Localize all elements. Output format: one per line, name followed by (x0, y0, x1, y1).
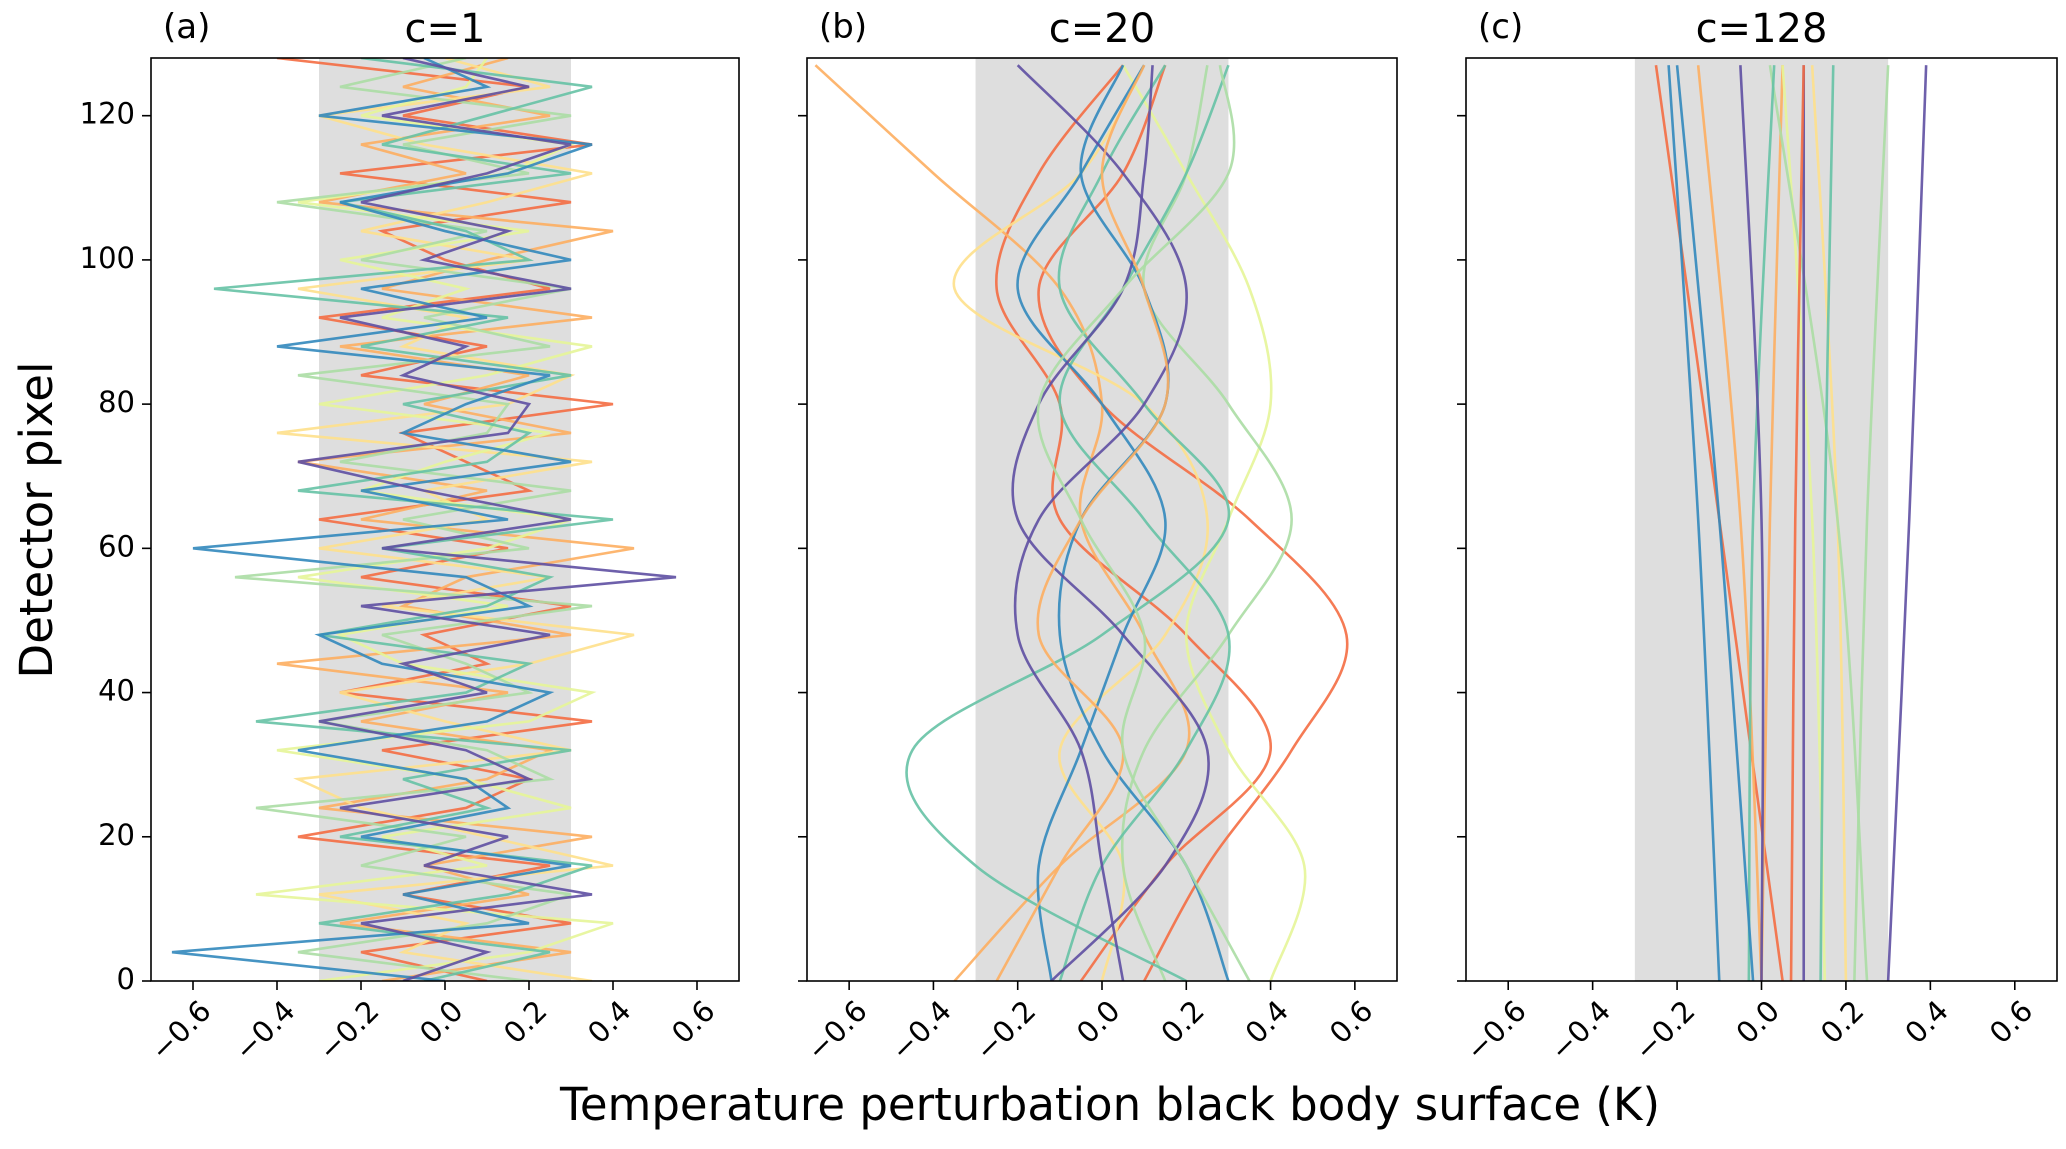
x-tick-label: 0.4 (1898, 994, 1955, 1051)
data-line (1768, 65, 1869, 981)
x-tick-label: 0.6 (1323, 994, 1380, 1051)
x-tick-label: 0.6 (1983, 994, 2040, 1051)
data-line (213, 58, 614, 981)
x-tick-label: 0.0 (1729, 994, 1786, 1051)
data-line (1036, 65, 1251, 981)
x-tick-label: 0.6 (665, 994, 722, 1051)
panel-title: c=20 (1049, 6, 1155, 52)
x-tick-label: 0.4 (1239, 994, 1296, 1051)
x-tick-label: −0.2 (968, 994, 1042, 1068)
panel-label: (b) (819, 7, 867, 47)
data-line (276, 58, 614, 981)
plot-area (1654, 65, 1928, 981)
data-line (1058, 64, 1231, 981)
data-line (1011, 65, 1210, 981)
data-line (171, 58, 593, 981)
x-tick-label: 0.2 (1814, 994, 1871, 1051)
data-line (276, 58, 635, 981)
x-tick-label: 0.2 (1154, 994, 1211, 1051)
data-line (297, 58, 677, 981)
y-tick-label: 0 (117, 962, 135, 996)
data-line (1747, 65, 1776, 981)
data-line (905, 64, 1231, 981)
data-line (995, 64, 1272, 981)
y-tick-label: 40 (98, 674, 135, 708)
x-tick-label: −0.4 (884, 994, 958, 1068)
panel: −0.6 −0.4 −0.2 0.0 0.2 0.4 0.6 c=20 (b) (798, 6, 1398, 1068)
y-tick-label: 20 (98, 818, 135, 852)
x-tick-label: 0.4 (581, 994, 638, 1051)
x-tick-label: −0.2 (312, 994, 386, 1068)
x-tick-label: −0.4 (228, 994, 302, 1068)
data-line (234, 58, 593, 981)
x-tick-label: −0.6 (1459, 994, 1533, 1068)
shaded-band (975, 58, 1229, 981)
panel-title: c=1 (405, 6, 486, 52)
y-tick-label: 100 (80, 241, 135, 275)
data-line (1789, 65, 1806, 981)
data-line (1819, 65, 1835, 981)
panel-label: (c) (1478, 7, 1523, 47)
x-tick-label: −0.4 (1543, 994, 1617, 1068)
y-axis-label: Detector pixel (10, 362, 63, 679)
x-tick-label: 0.0 (413, 994, 470, 1051)
panel: −0.6 −0.4 −0.2 0.0 0.2 0.4 0.6 0 20 40 60 80 100 120 c… (80, 6, 740, 1068)
data-line (1037, 64, 1349, 981)
plot-area (814, 64, 1349, 981)
x-tick-label: −0.6 (800, 994, 874, 1068)
data-line (1886, 65, 1928, 981)
data-line (1675, 65, 1755, 981)
data-line (1667, 65, 1721, 981)
data-line (1120, 64, 1293, 981)
plot-area (171, 58, 677, 981)
y-tick-label: 120 (80, 97, 135, 131)
data-line (1696, 65, 1763, 981)
y-tick-label: 60 (98, 529, 135, 563)
data-line (1739, 65, 1765, 981)
x-tick-label: −0.2 (1628, 994, 1702, 1068)
panel-title: c=128 (1696, 6, 1828, 52)
panel: −0.6 −0.4 −0.2 0.0 0.2 0.4 0.6 c=128 (c) (1457, 6, 2058, 1068)
x-tick-label: 0.2 (497, 994, 554, 1051)
data-line (1016, 64, 1167, 981)
x-tick-label: −0.6 (144, 994, 218, 1068)
panel-label: (a) (163, 7, 210, 47)
x-axis-label: Temperature perturbation black body surf… (559, 1078, 1660, 1131)
data-line (1853, 65, 1890, 981)
x-tick-label: 0.0 (1070, 994, 1127, 1051)
y-tick-label: 80 (98, 385, 135, 419)
